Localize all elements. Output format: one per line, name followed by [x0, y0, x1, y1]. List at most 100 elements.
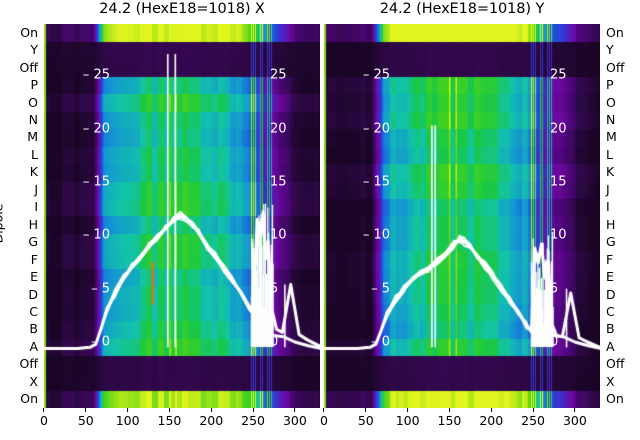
- category-tick-left-7: L: [31, 146, 38, 162]
- x-tick-right-200: 200: [479, 408, 503, 428]
- x-tick-label: 0: [40, 413, 48, 428]
- category-tick-right-8: K: [606, 164, 615, 180]
- x-tick-left-50: 50: [78, 408, 94, 428]
- category-tick-left-10: I: [34, 199, 38, 215]
- inner-y-tick-10: – 10: [82, 227, 110, 243]
- x-tick-left-200: 200: [199, 408, 223, 428]
- inner-y-tick-25: 25: [270, 67, 287, 83]
- x-tick-mark: [448, 408, 450, 412]
- category-tick-right-11: H: [606, 216, 616, 232]
- inner-y-ticks-y-right: 25 20 15 10 5 0: [550, 24, 600, 408]
- inner-y-tick-0: – 0: [91, 334, 110, 350]
- category-tick-left-19: Off: [19, 356, 38, 372]
- x-tick-left-300: 300: [283, 408, 307, 428]
- plot-panel-y[interactable]: – 25 – 20 – 15 – 10 – 5 – 0 25 20 15 10 5 0: [324, 24, 600, 408]
- category-tick-right-3: P: [606, 76, 614, 92]
- inner-y-tick-15: – 15: [82, 174, 110, 190]
- category-tick-left-15: D: [28, 286, 38, 302]
- x-tick-right-250: 250: [521, 408, 545, 428]
- x-tick-left-250: 250: [241, 408, 265, 428]
- x-tick-label: 200: [199, 413, 224, 428]
- inner-y-tick-15: 15: [270, 174, 287, 190]
- x-tick-mark: [407, 408, 409, 412]
- x-tick-right-0: 0: [320, 408, 328, 428]
- x-tick-left-150: 150: [157, 408, 182, 428]
- inner-y-tick-20: – 20: [362, 121, 390, 137]
- inner-y-tick-10: – 10: [362, 227, 390, 243]
- x-tick-label: 150: [157, 413, 182, 428]
- category-axis-left: On Y Off P O N M L K J I H G F E D C B A Off X On: [2, 24, 42, 408]
- x-tick-label: 150: [437, 413, 462, 428]
- inner-y-tick-25: 25: [550, 67, 567, 83]
- x-tick-label: 250: [521, 413, 546, 428]
- inner-y-tick-5: 5: [270, 281, 279, 297]
- x-tick-mark: [574, 408, 576, 412]
- category-tick-right-16: C: [606, 303, 615, 319]
- panel-title-x: 24.2 (HexE18=1018) X: [99, 1, 265, 17]
- category-tick-left-20: X: [29, 373, 38, 389]
- x-axis-right: 0 50 100 150 200 250 300: [320, 408, 600, 438]
- category-tick-right-1: Y: [606, 41, 614, 57]
- plot-panel-x[interactable]: – 25 – 20 – 15 – 10 – 5 – 0 25 20 15 10 5 0: [44, 24, 320, 408]
- category-tick-right-17: B: [606, 321, 615, 337]
- category-tick-right-4: O: [606, 94, 616, 110]
- x-tick-label: 300: [282, 413, 307, 428]
- x-tick-label: 200: [479, 413, 504, 428]
- x-tick-label: 100: [395, 413, 420, 428]
- inner-y-tick-15: 15: [550, 174, 567, 190]
- category-tick-right-0: On: [606, 24, 624, 40]
- x-tick-right-100: 100: [396, 408, 420, 428]
- x-tick-label: 50: [357, 413, 374, 428]
- inner-y-tick-0: 0: [270, 334, 279, 350]
- x-tick-label: 250: [241, 413, 266, 428]
- category-axis-right: On Y Off P O N M L K J I H G F E D C B A Off X On: [602, 24, 640, 408]
- category-tick-right-2: Off: [606, 59, 625, 75]
- inner-y-tick-0: – 0: [371, 334, 390, 350]
- x-tick-right-150: 150: [437, 408, 462, 428]
- x-tick-mark: [210, 408, 212, 412]
- category-tick-right-13: F: [606, 251, 614, 267]
- x-tick-label: 50: [77, 413, 94, 428]
- category-tick-left-16: C: [29, 303, 38, 319]
- category-tick-right-19: Off: [606, 356, 625, 372]
- inner-y-ticks-x-right: 25 20 15 10 5 0: [270, 24, 320, 408]
- category-tick-left-13: F: [30, 251, 38, 267]
- x-axis-left: 0 50 100 150 200 250 300: [40, 408, 320, 438]
- x-tick-mark: [252, 408, 254, 412]
- category-tick-right-7: L: [606, 146, 613, 162]
- panel-title-y: 24.2 (HexE18=1018) Y: [379, 1, 545, 17]
- inner-y-ticks-x-left: – 25 – 20 – 15 – 10 – 5 – 0: [52, 24, 110, 408]
- category-tick-left-12: G: [28, 233, 38, 249]
- x-tick-mark: [85, 408, 87, 412]
- x-tick-mark: [365, 408, 367, 412]
- x-tick-left-100: 100: [116, 408, 140, 428]
- category-tick-right-15: D: [606, 286, 616, 302]
- category-tick-left-1: Y: [30, 41, 38, 57]
- category-tick-right-5: N: [606, 111, 616, 127]
- inner-y-tick-5: – 5: [371, 281, 390, 297]
- x-tick-mark: [43, 408, 45, 412]
- x-tick-right-50: 50: [358, 408, 374, 428]
- inner-y-tick-20: 20: [550, 121, 567, 137]
- x-tick-mark: [490, 408, 492, 412]
- category-tick-left-18: A: [29, 338, 38, 354]
- inner-y-tick-25: – 25: [362, 67, 390, 83]
- inner-y-tick-20: – 20: [82, 121, 110, 137]
- x-tick-mark: [323, 408, 325, 412]
- category-tick-left-9: J: [34, 181, 38, 197]
- category-tick-left-17: B: [29, 321, 38, 337]
- inner-y-tick-10: 10: [550, 227, 567, 243]
- category-tick-right-20: X: [606, 373, 615, 389]
- inner-y-tick-5: 5: [550, 281, 559, 297]
- category-tick-right-12: G: [606, 233, 616, 249]
- category-tick-left-0: On: [20, 24, 38, 40]
- x-tick-mark: [294, 408, 296, 412]
- category-tick-left-14: E: [30, 268, 38, 284]
- category-tick-right-14: E: [606, 268, 614, 284]
- x-tick-left-0: 0: [40, 408, 48, 428]
- x-tick-mark: [168, 408, 170, 412]
- x-tick-mark: [532, 408, 534, 412]
- category-tick-left-6: M: [27, 129, 38, 145]
- x-tick-label: 0: [320, 413, 328, 428]
